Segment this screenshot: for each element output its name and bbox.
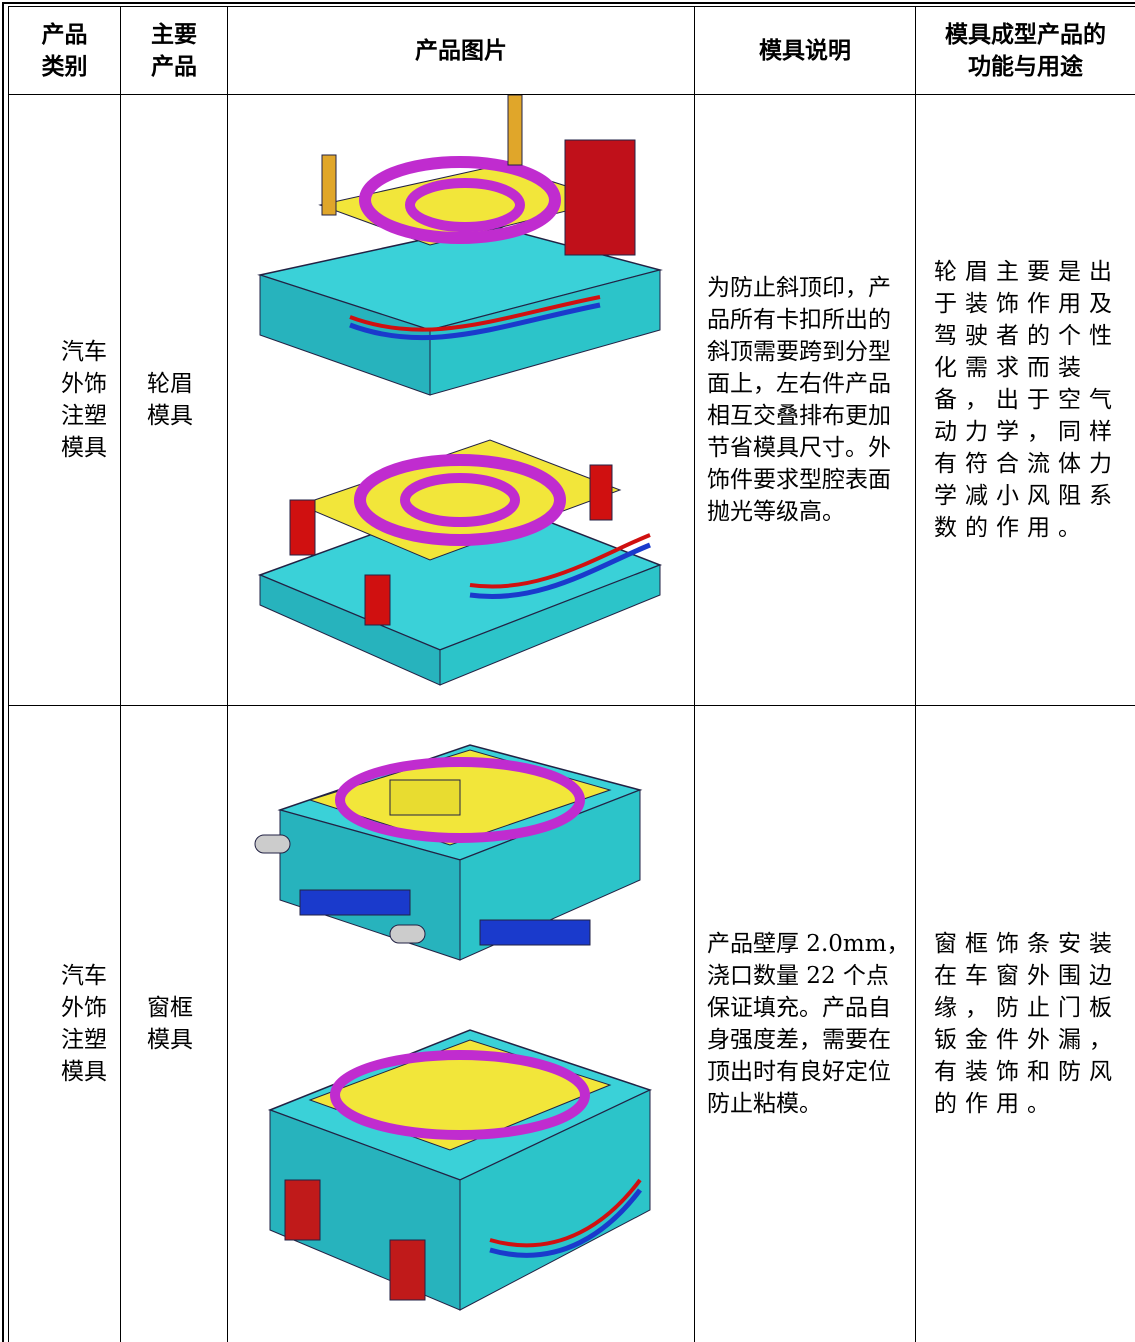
cell-text: 产品壁厚 2.0mm，浇口数量 22 个点保证填充。产品自身强度差，需要在顶出时… xyxy=(707,931,910,1117)
border xyxy=(227,6,228,1342)
mold-image xyxy=(257,439,663,686)
border xyxy=(8,705,1135,706)
border xyxy=(120,6,121,1342)
mold-image xyxy=(254,744,643,961)
header-text: 产品图片 xyxy=(415,36,507,64)
header-text: 模具成型产品的功能与用途 xyxy=(945,20,1106,80)
header-text: 主要产品 xyxy=(151,20,197,80)
cell: 为防止斜顶印，产品所有卡扣所出的斜顶需要跨到分型面上，左右件产品相互交叠排布更加… xyxy=(695,95,915,705)
mold-image xyxy=(267,1029,653,1311)
border xyxy=(8,6,1135,7)
mold-image xyxy=(257,95,663,396)
cell-text: 窗框饰条安装在车窗外围边缘，防止门板钣金件外漏，有装饰和防风的作用。 xyxy=(934,931,1120,1117)
cell: 窗框模具 xyxy=(121,706,227,1342)
cell: 产品壁厚 2.0mm，浇口数量 22 个点保证填充。产品自身强度差，需要在顶出时… xyxy=(695,706,915,1342)
cell: 轮眉模具 xyxy=(121,95,227,705)
header-cell: 模具说明 xyxy=(695,7,915,94)
cell: 轮眉主要是出于装饰作用及驾驶者的个性化需求而装备，出于空气动力学，同样有符合流体… xyxy=(916,95,1135,705)
cell-text: 为防止斜顶印，产品所有卡扣所出的斜顶需要跨到分型面上，左右件产品相互交叠排布更加… xyxy=(707,275,891,525)
border xyxy=(2,2,1135,4)
cell-text: 轮眉模具 xyxy=(147,371,193,429)
cell-text: 轮眉主要是出于装饰作用及驾驶者的个性化需求而装备，出于空气动力学，同样有符合流体… xyxy=(934,259,1120,541)
border xyxy=(8,94,1135,95)
border xyxy=(694,6,695,1342)
border xyxy=(8,6,9,1342)
border xyxy=(2,2,4,1342)
header-cell: 产品类别 xyxy=(9,7,120,94)
cell: 汽车外饰注塑模具 xyxy=(9,706,120,1342)
header-cell: 主要产品 xyxy=(121,7,227,94)
header-cell: 模具成型产品的功能与用途 xyxy=(916,7,1135,94)
header-text: 产品类别 xyxy=(41,20,88,80)
border xyxy=(915,6,916,1342)
cell-text: 汽车外饰注塑模具 xyxy=(61,963,107,1085)
cell-text: 汽车外饰注塑模具 xyxy=(61,339,107,461)
mold-images xyxy=(254,744,653,1311)
cell-text: 窗框模具 xyxy=(147,995,193,1053)
cell: 窗框饰条安装在车窗外围边缘，防止门板钣金件外漏，有装饰和防风的作用。 xyxy=(916,706,1135,1342)
header-cell: 产品图片 xyxy=(228,7,694,94)
mold-images xyxy=(257,95,663,686)
header-text: 模具说明 xyxy=(759,36,851,64)
cell: 汽车外饰注塑模具 xyxy=(9,95,120,705)
